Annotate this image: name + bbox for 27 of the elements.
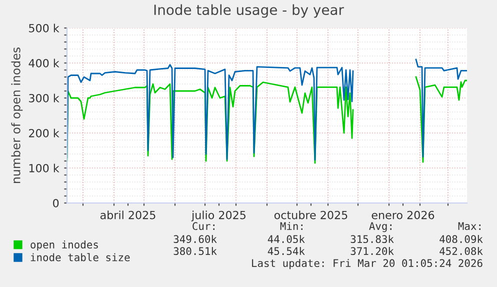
y-axis-title: number of open inodes xyxy=(11,48,23,183)
legend-label: inode table size xyxy=(30,253,130,262)
x-tick-label: abril 2025 xyxy=(100,210,156,220)
y-tick-label: 300 k xyxy=(29,94,60,102)
y-tick-label: 400 k xyxy=(28,58,60,68)
text: Max: xyxy=(458,222,480,230)
text: 44.05k xyxy=(268,234,305,244)
y-tick-label: 500 k xyxy=(29,24,60,32)
y-tick-label: 200 k xyxy=(29,128,60,138)
text: 380.51k xyxy=(174,246,217,256)
text: 315.83k xyxy=(350,234,394,244)
text: Avg: xyxy=(369,222,392,232)
x-tick-label: octubre 2025 xyxy=(274,210,348,220)
x-tick-label: julio 2025 xyxy=(191,210,246,222)
text: 45.54k xyxy=(268,246,305,256)
text: Last update: Fri Mar 20 01:05:24 2026 xyxy=(252,258,482,270)
y-tick-label: 100 k xyxy=(29,164,60,172)
text: 371.20k xyxy=(350,246,394,256)
text: Cur: xyxy=(192,222,214,230)
y-tick-label: 0 xyxy=(53,198,59,208)
text: Min: xyxy=(280,222,302,230)
chart-title: Inode table usage - by year xyxy=(154,4,344,18)
text: 452.08k xyxy=(440,246,483,256)
legend-label: open inodes xyxy=(30,240,98,251)
text: 349.60k xyxy=(174,234,217,244)
x-tick-label: enero 2026 xyxy=(372,210,434,220)
text: 408.09k xyxy=(440,234,483,244)
